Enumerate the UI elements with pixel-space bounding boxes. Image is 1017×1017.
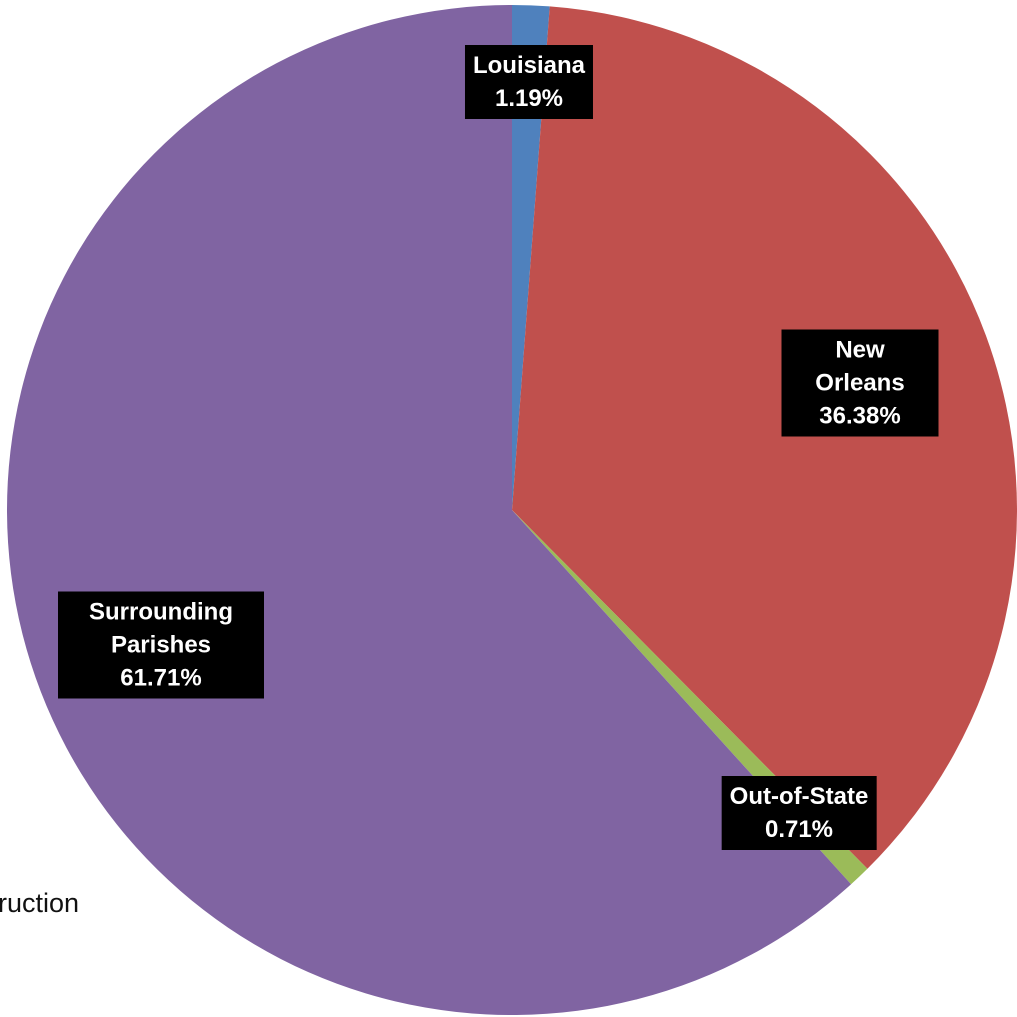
pie-slice (512, 5, 550, 510)
pie-slice (512, 6, 1017, 869)
label-category: Louisiana (472, 52, 586, 79)
data-label: Surrounding Parishes 61.71% (58, 591, 264, 699)
pie-slice (6, 5, 852, 1016)
label-value: 61.71% (120, 664, 202, 692)
label-category: New Orleans (815, 336, 905, 397)
label-value: 36.38% (819, 402, 901, 430)
label-category: Surrounding Parishes (89, 598, 233, 659)
background-text: ruction (0, 888, 80, 918)
label-value: 0.71% (764, 816, 834, 843)
data-label: New Orleans 36.38% (781, 329, 939, 437)
label-category: Out-of-State (729, 783, 869, 810)
label-value: 1.19% (494, 85, 564, 112)
data-label: Louisiana 1.19% (464, 45, 594, 119)
data-label: Out-of-State 0.71% (721, 776, 877, 850)
